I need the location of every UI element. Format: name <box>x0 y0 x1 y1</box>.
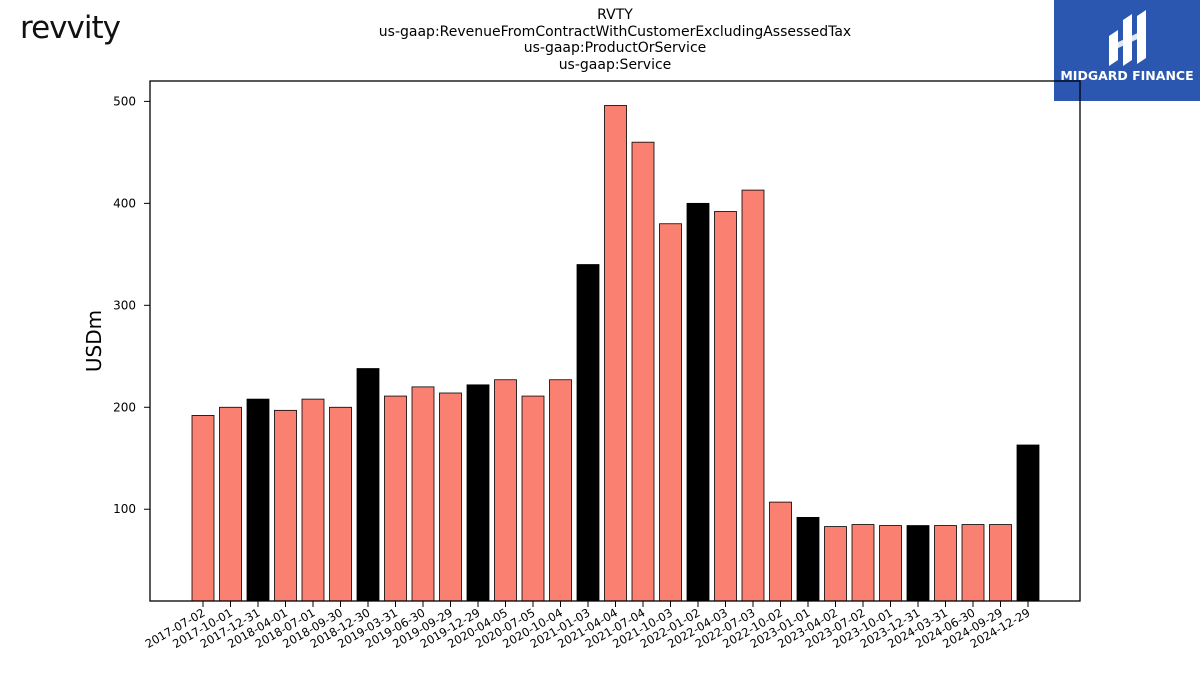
bar-2024-06-30 <box>961 524 985 602</box>
bar-2024-09-29 <box>989 524 1012 602</box>
bar-2017-12-31 <box>246 398 270 602</box>
x-axis: 2017-07-022017-10-012017-12-312018-04-01… <box>143 601 1033 651</box>
bar-2022-07-03 <box>741 189 765 602</box>
chart-title-axis: us-gaap:ProductOrService <box>523 40 707 56</box>
bar-2024-12-29 <box>1016 444 1040 602</box>
midgard-finance-badge: MIDGARD FINANCE <box>1054 0 1200 101</box>
chart-title-concept: us-gaap:RevenueFromContractWithCustomerE… <box>378 23 852 40</box>
bar-2024-03-31 <box>934 525 957 602</box>
plot-frame <box>149 80 1081 602</box>
bar-2021-01-03 <box>576 264 600 602</box>
chart-title-ticker: RVTY <box>597 7 633 23</box>
bar-2022-04-03 <box>714 211 737 602</box>
bar-2018-07-01 <box>301 398 325 602</box>
bar-2020-04-05 <box>494 379 517 602</box>
chart-title-member: us-gaap:Service <box>558 56 672 73</box>
y-axis-label: USDm <box>82 310 106 372</box>
midgard-finance-name: MIDGARD FINANCE <box>1060 68 1194 83</box>
bar-2022-10-02 <box>769 501 792 602</box>
bar-2017-10-01 <box>219 406 242 602</box>
revvity-logo: revvity <box>20 10 121 46</box>
bar-2023-01-01 <box>796 516 820 602</box>
midgard-logo-icon <box>1109 10 1146 66</box>
bar-2023-07-02 <box>851 524 875 602</box>
bar-2022-01-02 <box>686 202 710 602</box>
bar-2019-06-30 <box>411 386 435 602</box>
bars-group <box>191 105 1040 602</box>
bar-2020-07-05 <box>521 395 545 602</box>
bar-2019-09-29 <box>439 392 462 602</box>
bar-2019-12-29 <box>466 384 490 602</box>
bar-2018-12-30 <box>356 368 380 602</box>
y-tick-label: 100 <box>113 502 136 516</box>
bar-2021-10-03 <box>659 223 682 602</box>
chart-title: RVTY us-gaap:RevenueFromContractWithCust… <box>150 7 1080 73</box>
y-tick-label: 500 <box>113 94 136 108</box>
bar-2019-03-31 <box>384 395 407 602</box>
y-tick-label: 400 <box>113 196 136 210</box>
y-tick-label: 200 <box>113 400 136 414</box>
bar-2023-10-01 <box>879 525 902 602</box>
bar-2018-09-30 <box>329 406 352 602</box>
bar-2021-04-04 <box>604 105 627 602</box>
bar-2020-10-04 <box>549 379 572 602</box>
y-axis: 100 200 300 400 500 <box>113 94 150 516</box>
bar-2023-04-02 <box>824 526 847 602</box>
bar-2017-07-02 <box>191 415 215 602</box>
bar-2021-07-04 <box>631 141 655 602</box>
bar-2023-12-31 <box>906 525 930 602</box>
y-tick-label: 300 <box>113 298 136 312</box>
bar-2018-04-01 <box>274 409 297 602</box>
